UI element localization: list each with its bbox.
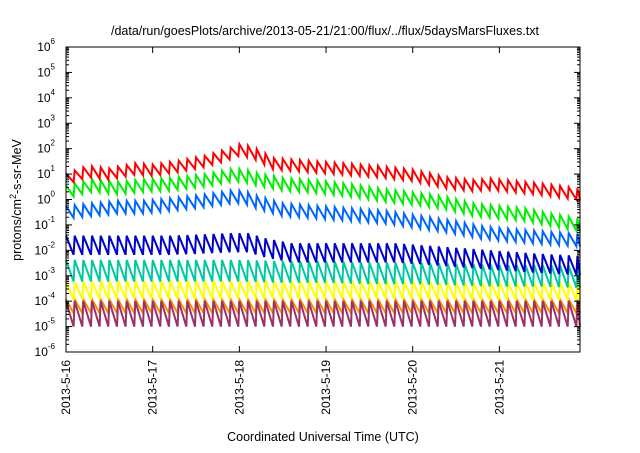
y-tick-base: 10 <box>35 294 49 308</box>
y-tick-exp: -4 <box>48 291 56 300</box>
y-tick-exp: 6 <box>51 37 56 46</box>
y-tick-label: 105 <box>37 62 55 79</box>
x-tick-label: 2013-5-21 <box>492 360 506 415</box>
y-tick-label: 10-5 <box>35 317 56 334</box>
series-line-2 <box>65 187 581 250</box>
y-tick-base: 10 <box>37 142 51 156</box>
y-tick-base: 10 <box>35 320 49 334</box>
y-tick-exp: 5 <box>51 62 56 71</box>
y-axis-label: protons/cm2-s-sr-MeV <box>8 138 24 260</box>
y-tick-label: 10-6 <box>35 342 56 359</box>
y-tick-exp: -5 <box>48 317 56 326</box>
y-tick-base: 10 <box>37 91 51 105</box>
y-tick-label: 10-2 <box>35 240 56 257</box>
series-line-0 <box>65 141 581 203</box>
y-tick-label: 10-3 <box>35 266 56 283</box>
y-tick-base: 10 <box>35 269 49 283</box>
y-tick-base: 10 <box>37 65 51 79</box>
y-tick-exp: 4 <box>51 88 56 97</box>
y-tick-base: 10 <box>37 116 51 130</box>
y-tick-label: 10-1 <box>35 215 56 232</box>
chart-title: /data/run/goesPlots/archive/2013-05-21/2… <box>111 24 540 38</box>
y-tick-exp: -2 <box>48 240 56 249</box>
y-tick-exp: -6 <box>48 342 56 351</box>
y-tick-base: 10 <box>35 218 49 232</box>
y-axis-label-sup: 2 <box>8 194 18 199</box>
x-tick-label: 2013-5-18 <box>232 360 246 415</box>
y-axis-label-suffix: -s-sr-MeV <box>10 138 24 194</box>
series-line-5 <box>65 280 581 301</box>
y-tick-exp: -1 <box>48 215 56 224</box>
y-tick-base: 10 <box>35 243 49 257</box>
y-tick-label: 100 <box>37 190 55 207</box>
y-tick-exp: -3 <box>48 266 56 275</box>
y-tick-exp: 1 <box>51 164 56 173</box>
x-axis-label: Coordinated Universal Time (UTC) <box>227 430 419 444</box>
x-tick-label: 2013-5-16 <box>59 360 73 415</box>
y-tick-label: 10-4 <box>35 291 56 308</box>
series-line-7 <box>65 300 581 327</box>
y-tick-label: 104 <box>37 88 55 105</box>
y-tick-label: 101 <box>37 164 55 181</box>
x-tick-label: 2013-5-19 <box>319 360 333 415</box>
y-tick-exp: 2 <box>51 139 56 148</box>
y-tick-exp: 0 <box>51 190 56 199</box>
y-tick-base: 10 <box>37 167 51 181</box>
series-line-3 <box>65 232 581 276</box>
y-axis: 10-610-510-410-310-210-11001011021031041… <box>35 37 580 359</box>
y-tick-base: 10 <box>35 345 49 359</box>
x-tick-label: 2013-5-20 <box>406 360 420 415</box>
x-tick-label: 2013-5-17 <box>146 360 160 415</box>
y-tick-label: 103 <box>37 113 55 130</box>
y-tick-base: 10 <box>37 40 51 54</box>
y-axis-label-prefix: protons/cm <box>10 199 24 261</box>
y-tick-label: 102 <box>37 139 55 156</box>
x-axis: 2013-5-16 2013-5-17 2013-5-18 2013-5-19 2013… <box>59 47 506 415</box>
y-tick-base: 10 <box>37 193 51 207</box>
y-tick-label: 106 <box>37 37 55 54</box>
series-line-1 <box>65 165 581 235</box>
y-tick-exp: 3 <box>51 113 56 122</box>
series-layer <box>65 141 581 327</box>
series-line-4 <box>65 259 581 289</box>
